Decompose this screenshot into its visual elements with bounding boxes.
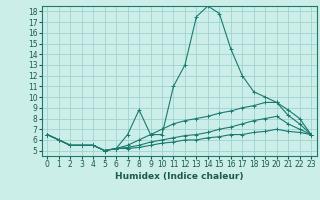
X-axis label: Humidex (Indice chaleur): Humidex (Indice chaleur) [115, 172, 244, 181]
